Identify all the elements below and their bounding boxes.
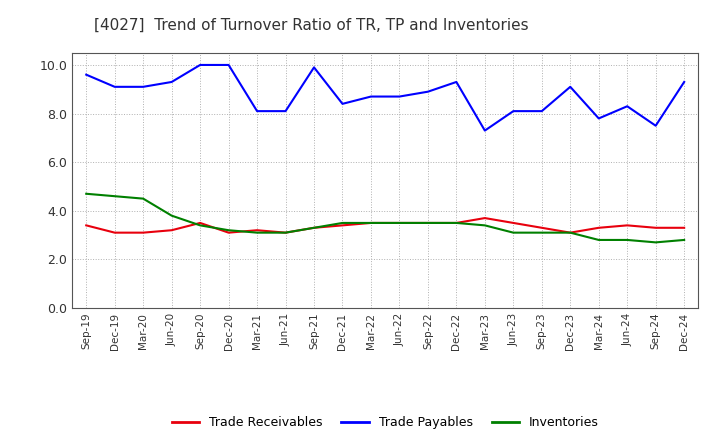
Inventories xyxy=(167,213,176,218)
Trade Payables xyxy=(310,65,318,70)
Text: [4027]  Trend of Turnover Ratio of TR, TP and Inventories: [4027] Trend of Turnover Ratio of TR, TP… xyxy=(94,18,528,33)
Trade Payables xyxy=(595,116,603,121)
Trade Receivables xyxy=(652,225,660,231)
Inventories xyxy=(196,223,204,228)
Trade Payables xyxy=(423,89,432,94)
Trade Payables xyxy=(338,101,347,106)
Trade Receivables xyxy=(253,227,261,233)
Trade Receivables xyxy=(338,223,347,228)
Line: Inventories: Inventories xyxy=(86,194,684,242)
Trade Receivables xyxy=(423,220,432,226)
Trade Receivables xyxy=(225,230,233,235)
Trade Payables xyxy=(623,104,631,109)
Inventories xyxy=(282,230,290,235)
Inventories xyxy=(480,223,489,228)
Inventories xyxy=(225,227,233,233)
Inventories xyxy=(595,237,603,242)
Inventories xyxy=(452,220,461,226)
Trade Receivables xyxy=(366,220,375,226)
Trade Payables xyxy=(225,62,233,68)
Inventories xyxy=(139,196,148,201)
Trade Payables xyxy=(82,72,91,77)
Trade Receivables xyxy=(623,223,631,228)
Trade Receivables xyxy=(509,220,518,226)
Trade Receivables xyxy=(82,223,91,228)
Line: Trade Receivables: Trade Receivables xyxy=(86,218,684,233)
Trade Receivables xyxy=(282,230,290,235)
Inventories xyxy=(652,240,660,245)
Trade Receivables xyxy=(196,220,204,226)
Trade Receivables xyxy=(110,230,119,235)
Trade Receivables xyxy=(310,225,318,231)
Trade Receivables xyxy=(680,225,688,231)
Trade Receivables xyxy=(167,227,176,233)
Trade Payables xyxy=(395,94,404,99)
Trade Payables xyxy=(253,109,261,114)
Legend: Trade Receivables, Trade Payables, Inventories: Trade Receivables, Trade Payables, Inven… xyxy=(166,411,604,434)
Inventories xyxy=(366,220,375,226)
Inventories xyxy=(310,225,318,231)
Trade Receivables xyxy=(595,225,603,231)
Trade Payables xyxy=(110,84,119,89)
Trade Payables xyxy=(566,84,575,89)
Trade Payables xyxy=(537,109,546,114)
Inventories xyxy=(110,194,119,199)
Inventories xyxy=(82,191,91,196)
Trade Payables xyxy=(652,123,660,128)
Trade Receivables xyxy=(452,220,461,226)
Trade Payables xyxy=(480,128,489,133)
Inventories xyxy=(566,230,575,235)
Inventories xyxy=(623,237,631,242)
Trade Receivables xyxy=(139,230,148,235)
Inventories xyxy=(253,230,261,235)
Trade Payables xyxy=(452,79,461,84)
Trade Payables xyxy=(366,94,375,99)
Trade Receivables xyxy=(480,216,489,221)
Line: Trade Payables: Trade Payables xyxy=(86,65,684,131)
Inventories xyxy=(680,237,688,242)
Trade Payables xyxy=(680,79,688,84)
Inventories xyxy=(537,230,546,235)
Trade Receivables xyxy=(395,220,404,226)
Trade Payables xyxy=(282,109,290,114)
Inventories xyxy=(509,230,518,235)
Trade Receivables xyxy=(566,230,575,235)
Trade Payables xyxy=(139,84,148,89)
Trade Receivables xyxy=(537,225,546,231)
Trade Payables xyxy=(196,62,204,68)
Inventories xyxy=(338,220,347,226)
Trade Payables xyxy=(167,79,176,84)
Inventories xyxy=(395,220,404,226)
Inventories xyxy=(423,220,432,226)
Trade Payables xyxy=(509,109,518,114)
